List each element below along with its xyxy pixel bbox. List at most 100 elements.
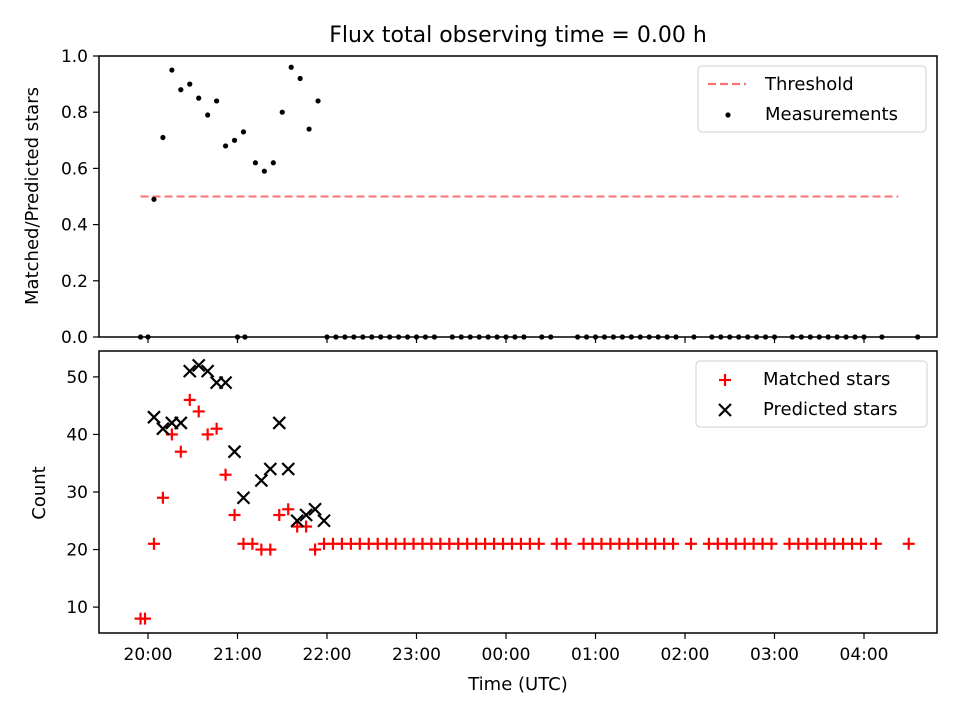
x-tick-label: 20:00 [124,645,173,665]
predicted-star-point [299,508,313,522]
matched-star-point [139,612,152,625]
measurement-point [160,134,166,141]
predicted-star-point [272,416,287,430]
top-axes-frame [98,55,938,338]
predicted-star-point [263,462,278,476]
measurement-point [270,160,276,166]
bottom-y-axis: 10 20 30 40 50 [66,368,99,618]
predicted-star-point [218,375,233,390]
matched-star-point [219,468,232,481]
bottom-y-axis-label: Count [29,466,50,519]
matched-star-point [765,537,778,550]
measurement-point [187,81,193,87]
legend-threshold-label: Threshold [764,74,854,95]
predicted-star-point [317,513,331,528]
matched-star-point [192,405,205,418]
predicted-star-point [174,416,188,430]
matched-star-point [174,445,187,458]
matched-star-point [246,537,259,550]
legend-measurements-label: Measurements [765,104,898,125]
bottom-plot-area [134,358,915,625]
bottom-legend: Matched stars Predicted stars [695,360,928,428]
x-tick-label: 03:00 [750,645,799,665]
x-tick-label: 21:00 [213,645,262,665]
top-y-tick-label: 0.8 [61,103,88,123]
matched-star-point [902,537,915,550]
measurement-point [231,137,238,143]
matched-star-point [532,537,545,550]
bottom-y-tick-label: 30 [66,483,88,503]
bottom-y-tick-label: 50 [66,368,88,388]
x-tick-label: 01:00 [571,645,620,665]
top-y-tick-label: 0.2 [61,272,88,292]
predicted-star-point [182,364,197,378]
predicted-star-point [254,473,269,488]
top-legend: Threshold Measurements [697,65,927,133]
predicted-star-point [156,421,170,436]
measurement-point [178,87,184,93]
top-y-tick-label: 0.0 [61,328,88,348]
predicted-star-point [200,364,215,378]
top-y-tick-label: 1.0 [61,47,88,67]
legend-predicted-swatch [718,403,732,417]
figure-title: Flux total observing time = 0.00 h [329,23,707,48]
top-y-axis-label: Matched/Predicted stars [22,87,43,305]
matched-star-point [201,428,214,441]
x-tick-label: 02:00 [661,645,710,665]
measurement-point [222,143,229,149]
matched-star-point [309,543,322,556]
legend-matched-swatch [719,374,731,386]
legend-predicted-label: Predicted stars [763,399,897,420]
measurement-point [151,196,157,202]
matched-star-point [282,503,295,516]
top-y-tick-label: 0.4 [61,216,88,236]
matched-star-point [210,422,223,435]
x-axis-label: Time (UTC) [467,674,568,695]
matched-star-point [684,537,697,550]
x-axis: 20:00 21:00 22:00 23:00 00:00 01:00 02:00 03:00… [124,633,889,665]
top-panel: 0.0 0.2 0.4 0.6 0.8 1.0 Matched/Predicted sta… [22,47,938,348]
measurement-point [297,75,303,82]
predicted-star-point [191,358,206,373]
matched-star-point [855,537,868,550]
measurement-point [205,112,211,118]
measurement-point [261,168,267,174]
measurement-point [315,98,321,104]
matched-star-point [147,537,160,550]
bottom-y-tick-label: 40 [66,425,88,445]
measurement-point [196,95,202,101]
matched-star-point [667,537,680,550]
predicted-star-point [147,410,161,424]
predicted-star-point [308,502,322,517]
x-tick-label: 22:00 [303,645,352,665]
x-tick-label: 23:00 [392,645,441,665]
measurement-point [240,129,247,135]
measurement-point [288,64,294,70]
matched-star-point [228,509,241,522]
predicted-star-point [290,513,304,528]
matched-star-point [264,543,277,556]
matched-star-point [273,509,286,522]
matched-star-point [183,393,196,406]
top-y-tick-label: 0.6 [61,159,88,179]
measurement-point [169,67,175,73]
predicted-star-point [227,444,242,459]
x-tick-label: 04:00 [840,645,889,665]
legend-measurements-swatch [725,112,731,118]
top-y-axis: 0.0 0.2 0.4 0.6 0.8 1.0 [61,47,865,348]
measurement-point [214,98,220,104]
matched-star-point [559,537,572,550]
predicted-star-point [281,462,295,476]
bottom-y-tick-label: 10 [66,598,88,618]
legend-matched-label: Matched stars [763,369,890,390]
matched-star-point [156,491,169,504]
bottom-y-tick-label: 20 [66,541,88,561]
bottom-panel: 10 20 30 40 50 20:00 21:00 22:00 23:00 00:00 01:0… [29,350,938,695]
measurement-point [252,160,258,166]
x-tick-label: 00:00 [482,645,531,665]
matched-star-point [869,537,882,550]
predicted-star-point [236,490,251,505]
measurement-point [279,109,285,115]
measurement-point [306,126,312,132]
